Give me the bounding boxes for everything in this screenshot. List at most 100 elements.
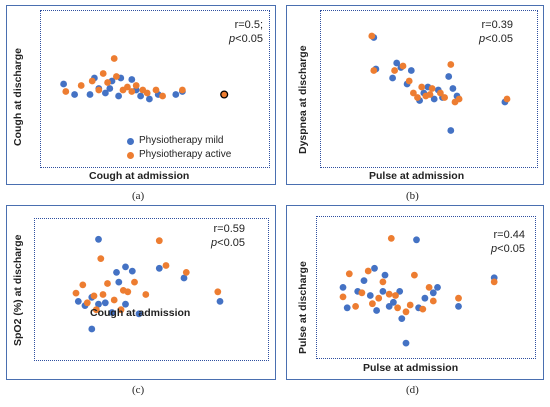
point-d-active-12 [402,308,410,316]
panel-a: r=0.5; p<0.05 Physiotherapy mild Physiot… [6,5,276,185]
x-axis-label-b: Pulse at admission [369,170,465,182]
point-b-active-4 [405,77,413,85]
point-b-active-3 [399,62,407,70]
legend-item-active: Physiotherapy active [127,148,231,162]
scatter-a [60,55,229,103]
point-d-mild-15 [421,294,429,302]
y-axis-label-d: Pulse at discharge [297,261,309,354]
point-d-active-10 [392,292,399,299]
point-b-mild-14 [449,85,457,92]
scatter-d [339,235,498,347]
point-b-active-11 [437,89,444,97]
point-c-mild-11 [128,267,136,275]
x-axis-label-d: Pulse at admission [363,362,459,374]
point-a-active-14 [152,86,160,94]
point-d-active-3 [358,289,366,297]
p-value-d: p<0.05 [491,243,525,255]
point-a-mild-12 [137,92,145,100]
point-d-mild-6 [373,307,380,314]
stat-b: r=0.39 p<0.05 [479,18,513,46]
point-a-active-4 [99,70,107,77]
point-a-mild-1 [71,91,78,98]
plot-area-b [320,10,538,168]
point-a-active-13 [143,89,151,97]
r-value-a: r=0.5; [234,19,263,31]
point-a-active-7 [113,73,120,80]
point-d-active-9 [387,235,395,242]
caption-d: (d) [406,384,419,396]
point-d-active-0 [339,293,347,301]
point-b-active-16 [503,95,511,103]
point-c-mild-16 [88,325,96,333]
p-value-a: p<0.05 [229,33,263,45]
plot-area-a [40,10,270,168]
point-c-active-14 [155,237,163,245]
point-b-active-10 [428,85,436,92]
point-a-active-15 [159,92,167,100]
point-b-active-9 [426,91,434,98]
point-b-active-15 [455,95,463,103]
point-a-active-11 [132,82,140,89]
plot-area-c [34,218,269,361]
caption-c: (c) [132,384,145,396]
panel-b: r=0.39 p<0.05 Pulse at admission Dyspnea… [286,5,544,185]
caption-b: (b) [406,190,419,202]
point-a-outlier-0 [220,90,229,99]
point-c-active-7 [104,280,111,287]
caption-a: (a) [132,190,145,202]
point-c-active-2 [83,299,91,307]
point-c-active-17 [214,288,222,296]
panel-d: r=0.44 p<0.05 Pulse at admission Pulse a… [286,205,544,380]
scatter-b [368,32,511,134]
point-a-active-16 [179,86,186,94]
point-b-active-7 [418,83,426,91]
x-axis-label-c: Cough at admission [90,307,191,319]
point-a-active-9 [124,83,131,91]
point-a-active-2 [88,77,96,85]
point-b-mild-3 [393,59,401,67]
point-b-active-12 [441,94,448,101]
point-c-active-0 [72,289,80,297]
point-d-mild-11 [396,288,404,295]
legend-marker-active [127,151,134,159]
legend: Physiotherapy mild Physiotherapy active [127,134,231,162]
point-d-active-8 [385,290,393,298]
point-a-mild-6 [106,85,114,92]
point-d-mild-12 [398,315,406,322]
point-c-mild-3 [95,300,102,308]
point-b-active-0 [368,32,376,40]
point-a-mild-10 [128,76,136,83]
point-a-mild-8 [115,92,122,100]
point-b-active-13 [447,61,455,68]
point-d-active-11 [394,304,401,312]
point-d-mild-7 [379,288,387,295]
point-c-mild-15 [216,298,224,305]
point-c-mild-7 [113,269,120,276]
point-a-mild-5 [102,89,109,97]
legend-marker-mild [127,137,134,145]
point-d-active-6 [375,294,383,302]
y-axis-label-c: SpO2 (%) at discharge [12,234,24,346]
point-d-active-1 [345,270,353,278]
point-a-mild-2 [86,91,94,98]
point-a-active-10 [128,88,136,95]
point-b-mild-13 [445,73,453,80]
point-b-mild-2 [389,74,396,82]
point-a-active-0 [62,88,70,95]
point-c-active-13 [142,291,150,298]
point-c-active-12 [131,278,138,286]
point-d-active-17 [429,297,437,305]
point-d-active-5 [369,300,376,308]
stat-c: r=0.59 p<0.05 [211,222,245,250]
point-c-active-11 [124,288,132,296]
point-c-active-6 [99,291,107,298]
x-axis-label-a: Cough at admission [89,170,190,182]
point-a-active-6 [110,55,118,62]
point-b-active-6 [414,94,421,101]
point-d-mild-10 [390,298,397,306]
point-a-active-5 [104,79,111,86]
point-d-active-14 [411,271,418,279]
point-c-mild-6 [108,309,116,316]
p-value-c: p<0.05 [211,237,245,249]
point-c-mild-8 [115,278,123,286]
